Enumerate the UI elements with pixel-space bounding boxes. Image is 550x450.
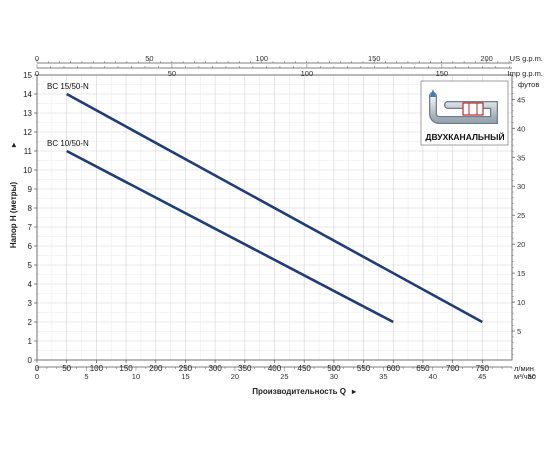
x-tick-label: 700 [446,364,460,373]
series-label: BC 10/50-N [47,139,89,148]
y-tick-label: 15 [23,71,32,80]
ft-tick-label: 30 [517,182,525,191]
imp-gpm-tick-label: 100 [301,69,314,78]
y-tick-label: 5 [28,261,33,270]
m3-tick-label: 5 [84,372,88,381]
ft-tick-label: 40 [517,124,525,133]
us-gpm-tick-label: 150 [368,54,381,63]
x-tick-label: 400 [268,364,282,373]
y-tick-label: 0 [28,356,33,365]
m3-tick-label: 35 [379,372,387,381]
y-tick-label: 1 [28,337,33,346]
us-gpm-tick-label: 0 [35,54,39,63]
x-axis-arrow: ▸ [351,387,357,396]
m3-tick-label: 50 [528,372,536,381]
series-line [66,92,483,324]
x-axis-title: Производительность Q [252,387,346,396]
series-line [66,149,394,324]
inset-label: ДВУХКАНАЛЬНЫЙ [425,131,504,142]
impeller-icon [429,89,498,124]
ft-unit-label: футов [518,80,539,89]
imp-gpm-tick-label: 0 [35,69,39,78]
ft-tick-label: 35 [517,153,525,162]
x-tick-label: 550 [357,364,371,373]
x-tick-label: 50 [62,364,71,373]
imp-gpm-tick-label: 50 [168,69,176,78]
m3-tick-label: 40 [429,372,437,381]
axes [34,59,515,371]
ft-tick-label: 25 [517,211,525,220]
y-tick-label: 7 [28,223,33,232]
y-tick-label: 14 [23,90,32,99]
m3-tick-label: 0 [35,372,39,381]
ft-tick-label: 20 [517,240,525,249]
y-axis-title: Напор H (метры) [9,182,18,249]
us-gpm-tick-label: 200 [480,54,493,63]
m3-unit-label: м³/час [514,372,536,381]
y-axis-arrow: ▸ [9,142,18,148]
y-tick-label: 3 [28,299,33,308]
series-label: BC 15/50-N [47,82,89,91]
x-tick-label: 150 [119,364,133,373]
y-tick-label: 8 [28,204,33,213]
y-tick-label: 4 [28,280,33,289]
y-tick-label: 2 [28,318,33,327]
x-tick-label: 500 [327,364,341,373]
m3-tick-label: 15 [181,372,189,381]
x-tick-label: 750 [476,364,490,373]
ft-tick-label: 10 [517,298,525,307]
y-tick-label: 12 [23,128,32,137]
imp-gpm-tick-label: 150 [436,69,449,78]
series-lines: BC 15/50-N BC 10/50-N [47,82,483,324]
tick-labels: 012345678910111213141551015202530354045ф… [23,54,543,381]
imp-gpm-unit-label: Imp g.p.m. [508,69,543,78]
us-gpm-tick-label: 50 [145,54,153,63]
y-tick-label: 9 [28,185,33,194]
us-gpm-unit-label: US g.p.m. [510,54,543,63]
m3-tick-label: 45 [478,372,486,381]
us-gpm-tick-label: 100 [256,54,269,63]
x-tick-label: 200 [149,364,163,373]
x-tick-label: 100 [90,364,104,373]
x-tick-label: 300 [208,364,222,373]
x-tick-label: 650 [416,364,430,373]
x-tick-label: 600 [387,364,401,373]
y-tick-label: 10 [23,166,32,175]
x-tick-label: 0 [35,364,40,373]
y-tick-label: 6 [28,242,33,251]
ft-tick-label: 5 [517,327,521,336]
m3-tick-label: 30 [330,372,338,381]
x-tick-label: 450 [298,364,312,373]
y-tick-label: 13 [23,109,32,118]
y-tick-label: 11 [24,147,33,156]
x-tick-label: 350 [238,364,252,373]
ft-tick-label: 15 [517,269,525,278]
m3-tick-label: 25 [280,372,288,381]
x-unit-label: л/мин [514,364,534,373]
impeller-inset: ДВУХКАНАЛЬНЫЙ [420,80,509,146]
ft-tick-label: 45 [517,95,525,104]
m3-tick-label: 10 [132,372,140,381]
x-tick-label: 250 [179,364,193,373]
m3-tick-label: 20 [231,372,239,381]
